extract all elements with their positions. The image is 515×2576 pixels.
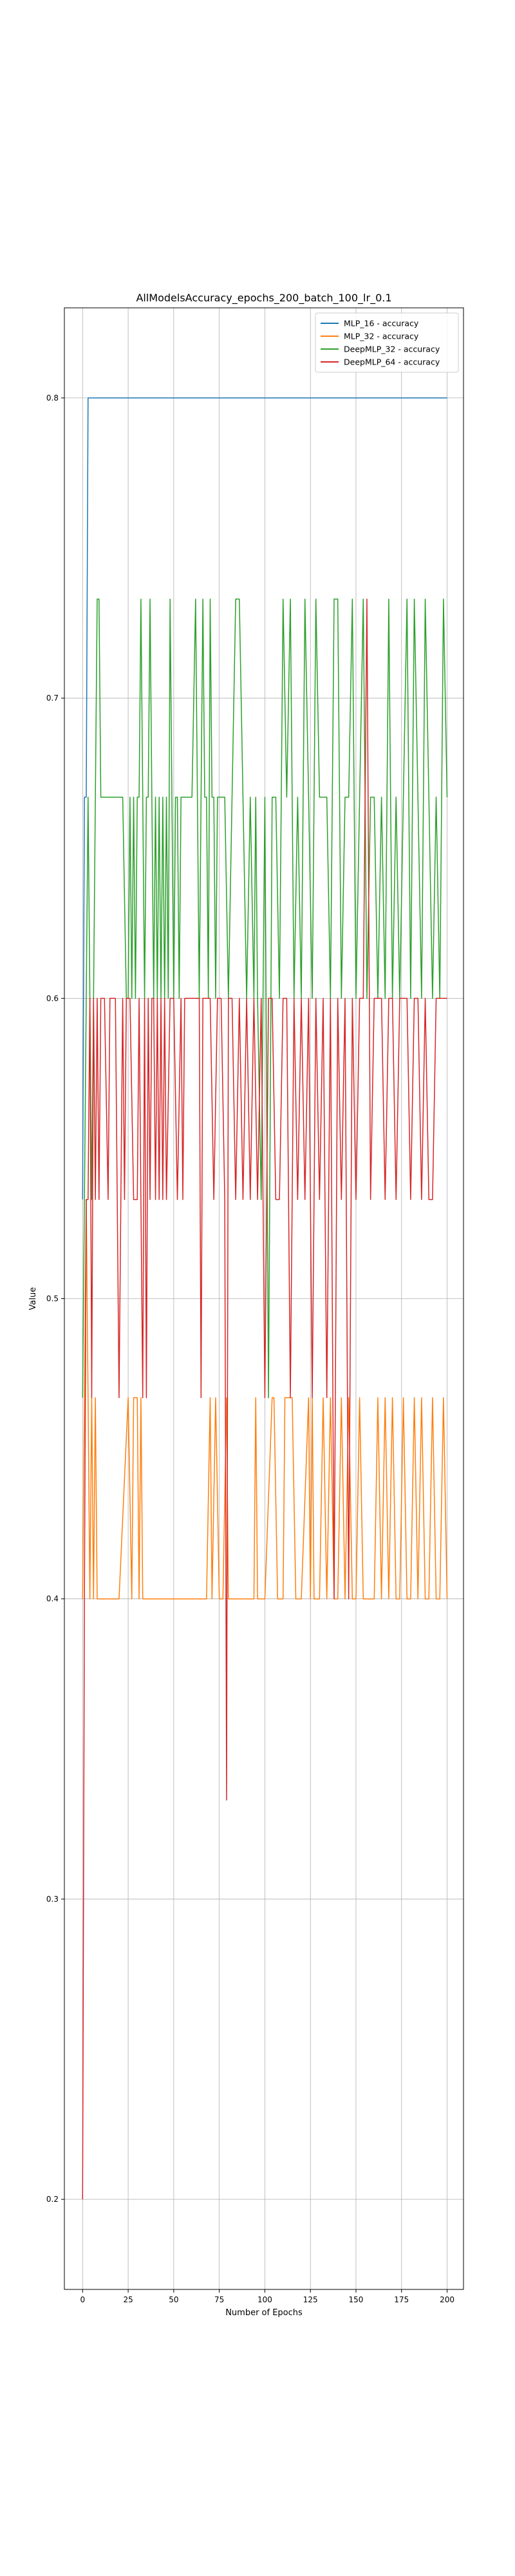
x-tick-label: 50	[169, 2295, 178, 2304]
legend-label: MLP_32 - accuracy	[344, 332, 419, 341]
series-line-deepmlp-64-accuracy	[82, 598, 447, 2200]
x-tick-label: 100	[258, 2295, 272, 2304]
y-tick-label: 0.8	[46, 393, 59, 402]
series-line-mlp-16-accuracy	[82, 397, 447, 1200]
x-axis-label: Number of Epochs	[225, 2308, 303, 2318]
x-tick-label: 125	[303, 2295, 318, 2304]
x-tick-label: 175	[394, 2295, 409, 2304]
x-tick-label: 75	[214, 2295, 224, 2304]
legend-label: DeepMLP_32 - accuracy	[344, 345, 440, 354]
plot-frame	[64, 307, 464, 2290]
axis-ticks: 0 25 50 75 100 125 150 175 200 0.2 0.3 0.4 0.5 0.6 0.7…	[46, 393, 454, 2304]
x-tick-label: 150	[349, 2295, 364, 2304]
x-tick-label: 200	[440, 2295, 454, 2304]
x-tick-label: 25	[123, 2295, 133, 2304]
y-tick-label: 0.3	[46, 1895, 59, 1904]
series-lines	[82, 397, 448, 2200]
y-tick-label: 0.4	[46, 1595, 59, 1604]
x-tick-label: 0	[80, 2295, 85, 2304]
chart-title: AllModelsAccuracy_epochs_200_batch_100_l…	[136, 292, 391, 305]
y-tick-label: 0.7	[46, 694, 59, 703]
y-tick-label: 0.5	[46, 1294, 59, 1303]
legend: MLP_16 - accuracy MLP_32 - accuracy DeepML…	[315, 312, 459, 373]
legend-box	[315, 312, 459, 373]
legend-label: DeepMLP_64 - accuracy	[344, 357, 440, 367]
y-tick-label: 0.2	[46, 2195, 59, 2204]
legend-label: MLP_16 - accuracy	[344, 319, 419, 328]
y-tick-label: 0.6	[46, 994, 59, 1003]
series-line-mlp-32-accuracy	[82, 1198, 448, 1600]
y-axis-label: Value	[28, 1287, 38, 1311]
